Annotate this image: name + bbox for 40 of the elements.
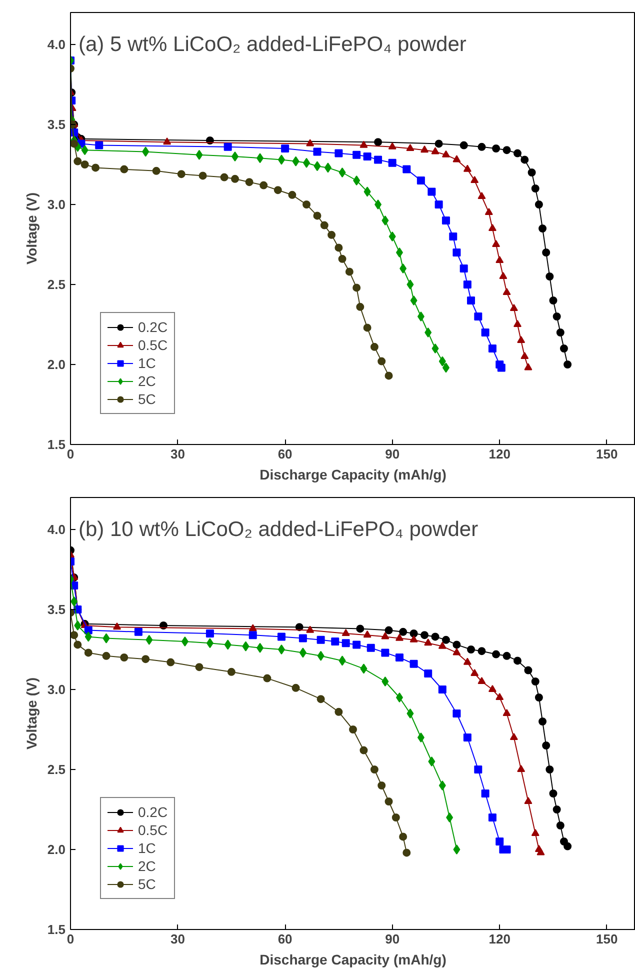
x-tick-label: 90 (385, 446, 400, 462)
y-tick-label: 2.0 (47, 357, 66, 372)
x-tick-label: 60 (278, 446, 292, 462)
y-tick-label: 3.5 (47, 602, 66, 617)
y-tick-label: 3.0 (47, 197, 66, 212)
x-tick-label: 90 (385, 932, 400, 946)
x-axis-title: Discharge Capacity (mAh/g) (260, 466, 446, 482)
text: (b) 10 wt% LiCoO₂ added-LiFePO₄ powder (78, 518, 478, 541)
y-tick-label: 2.0 (47, 842, 66, 857)
legend-label: 2C (138, 373, 157, 389)
x-tick-label: 0 (66, 446, 74, 462)
y-tick-label: 4.0 (47, 37, 66, 52)
x-tick-label: 150 (596, 446, 618, 462)
legend-label: 5C (138, 876, 157, 892)
legend-label: 1C (138, 840, 157, 856)
legend-label: 0.5C (138, 337, 168, 353)
y-tick-label: 1.5 (47, 437, 66, 452)
x-tick-label: 150 (596, 932, 618, 946)
y-tick-label: 2.5 (47, 277, 66, 292)
x-tick-label: 60 (278, 932, 292, 946)
legend-label: 5C (138, 391, 157, 407)
y-tick-label: 3.0 (47, 682, 66, 697)
x-tick-label: 30 (170, 446, 186, 462)
legend-label: 0.5C (138, 822, 168, 838)
y-axis-title: Voltage (V) (23, 192, 40, 265)
x-tick-label: 120 (488, 932, 510, 946)
y-tick-label: 3.5 (47, 117, 66, 132)
legend-label: 1C (138, 355, 157, 371)
y-tick-label: 4.0 (47, 522, 66, 537)
legend-label: 2C (138, 858, 157, 874)
x-axis-title: Discharge Capacity (mAh/g) (260, 952, 446, 968)
text: (a) 5 wt% LiCoO₂ added-LiFePO₄ powder (78, 33, 466, 56)
x-tick-label: 0 (66, 932, 74, 946)
legend-label: 0.2C (138, 319, 168, 335)
y-tick-label: 2.5 (47, 762, 66, 777)
x-tick-label: 30 (170, 932, 186, 946)
y-axis-title: Voltage (V) (23, 677, 40, 750)
y-tick-label: 1.5 (47, 922, 66, 937)
legend-label: 0.2C (138, 804, 168, 820)
x-tick-label: 120 (488, 446, 510, 462)
